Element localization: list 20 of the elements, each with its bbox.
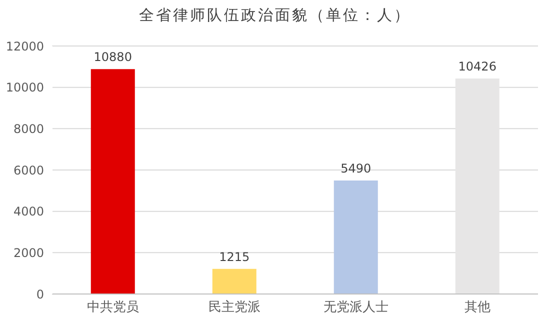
- data-label: 5490: [340, 162, 372, 176]
- x-tick-label: 中共党员: [86, 300, 139, 316]
- x-tick-label: 民主党派: [208, 299, 260, 316]
- bar: [334, 180, 378, 294]
- bar: [212, 268, 256, 294]
- bar: [455, 78, 500, 294]
- chart-title: 全省律师队伍政治面貌（单位：人）: [138, 6, 412, 25]
- y-tick-label: 0: [36, 287, 44, 302]
- y-tick-label: 4000: [13, 204, 44, 219]
- x-tick-label: 无党派人士: [323, 300, 388, 316]
- x-tick-label: 其他: [464, 300, 490, 316]
- data-label: 10426: [458, 60, 496, 74]
- y-tick-label: 12000: [6, 39, 44, 54]
- y-tick-label: 8000: [13, 122, 44, 136]
- y-tick-label: 2000: [13, 246, 44, 260]
- data-label: 10880: [94, 50, 132, 64]
- bar: [90, 69, 135, 294]
- y-tick-label: 6000: [13, 163, 44, 178]
- data-label: 1215: [219, 250, 250, 264]
- y-tick-label: 10000: [6, 80, 44, 95]
